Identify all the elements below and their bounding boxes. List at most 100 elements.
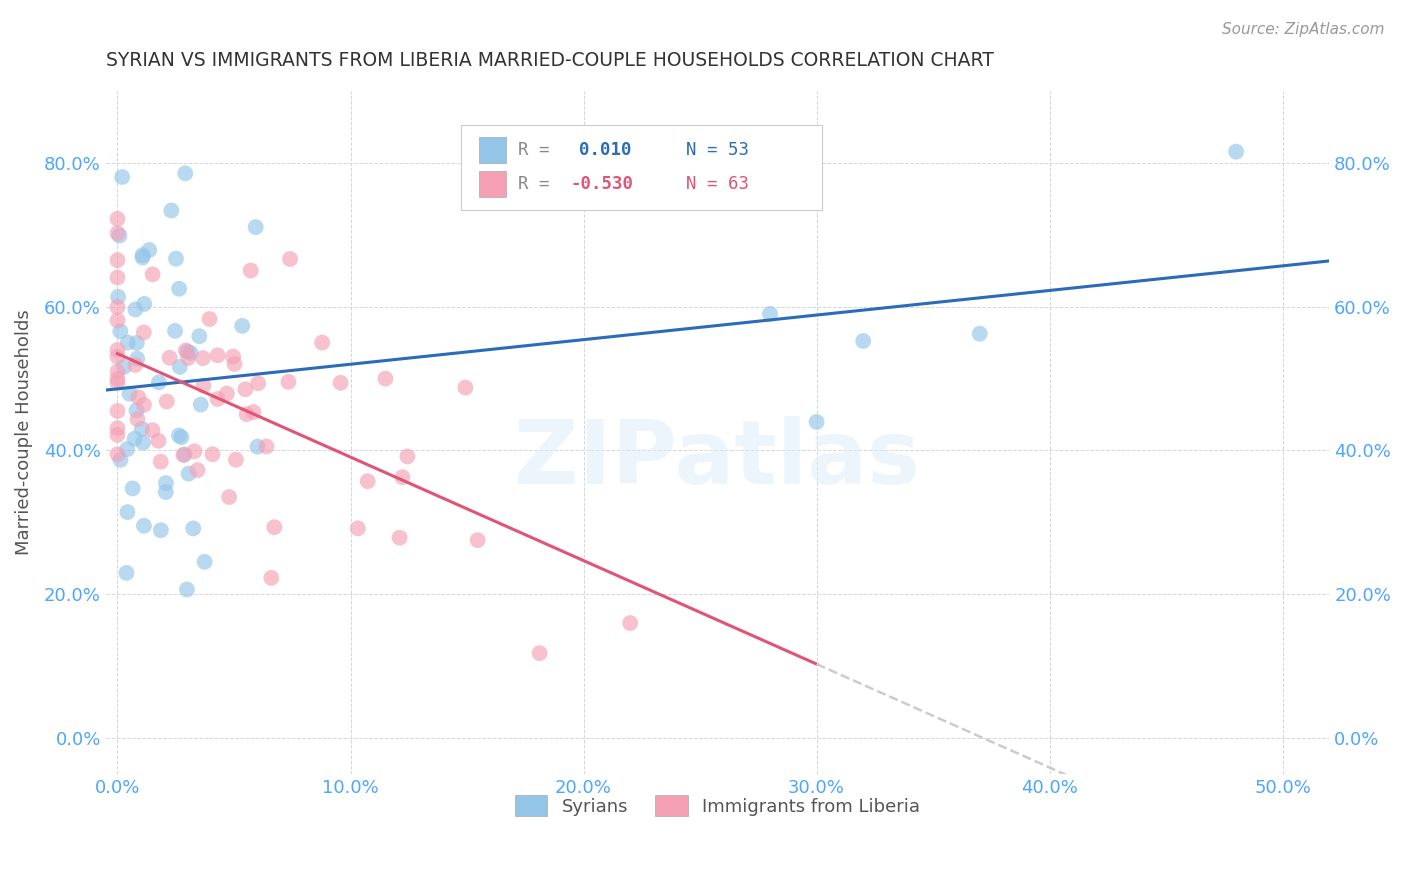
Point — [256, 440, 278, 454]
Point — [191, 351, 214, 365]
Point — [247, 376, 270, 391]
Point — [619, 615, 641, 630]
Point — [391, 470, 413, 484]
Point — [454, 381, 477, 395]
Point — [124, 302, 146, 317]
Point — [127, 412, 149, 426]
Point — [222, 350, 245, 364]
Text: R =: R = — [519, 141, 571, 159]
Point — [235, 407, 257, 421]
Point — [277, 375, 299, 389]
Point — [1225, 145, 1247, 159]
Point — [181, 521, 204, 535]
Point — [170, 430, 193, 444]
Text: Source: ZipAtlas.com: Source: ZipAtlas.com — [1222, 22, 1385, 37]
Point — [165, 252, 187, 266]
Point — [239, 263, 262, 277]
Point — [201, 447, 224, 461]
Point — [198, 312, 221, 326]
Point — [231, 318, 253, 333]
Point — [311, 335, 333, 350]
Point — [107, 290, 129, 304]
Point — [969, 326, 991, 341]
Text: R =: R = — [519, 176, 560, 194]
Point — [107, 300, 129, 314]
Point — [149, 523, 172, 537]
Point — [107, 253, 129, 268]
Point — [356, 474, 378, 488]
Point — [180, 346, 202, 360]
Point — [127, 390, 149, 404]
Point — [124, 358, 146, 372]
Point — [160, 203, 183, 218]
Point — [207, 392, 229, 406]
Point — [374, 371, 396, 385]
Point — [177, 467, 200, 481]
Point — [174, 166, 197, 180]
Point — [110, 453, 132, 467]
Point — [112, 359, 135, 374]
Point — [132, 518, 155, 533]
Point — [329, 376, 352, 390]
Point — [806, 415, 828, 429]
Text: N = 63: N = 63 — [665, 176, 749, 194]
Point — [167, 428, 190, 442]
Point — [193, 378, 215, 392]
Point — [278, 252, 301, 266]
Point — [174, 343, 197, 358]
Point — [132, 435, 155, 450]
Point — [467, 533, 489, 548]
Point — [142, 268, 165, 282]
FancyBboxPatch shape — [479, 171, 506, 197]
Point — [118, 386, 141, 401]
Point — [177, 351, 200, 365]
FancyBboxPatch shape — [479, 137, 506, 163]
Point — [131, 422, 153, 436]
Point — [121, 482, 143, 496]
Point — [169, 359, 191, 374]
Point — [235, 382, 257, 396]
Text: 0.010: 0.010 — [579, 141, 631, 159]
Point — [159, 351, 181, 365]
Text: N = 53: N = 53 — [665, 141, 749, 159]
Point — [115, 566, 138, 580]
Point — [107, 343, 129, 357]
Point — [207, 348, 229, 362]
Point — [117, 335, 139, 350]
Point — [190, 398, 212, 412]
Point — [125, 335, 148, 350]
Point — [127, 351, 149, 366]
Point — [155, 485, 177, 500]
Point — [167, 282, 190, 296]
Point — [165, 324, 187, 338]
Point — [111, 169, 134, 184]
Point — [115, 442, 138, 456]
Point — [186, 463, 208, 477]
Point — [173, 447, 195, 461]
Point — [188, 329, 211, 343]
Point — [224, 357, 246, 371]
Point — [242, 405, 264, 419]
Point — [132, 398, 155, 412]
Point — [176, 344, 198, 359]
Point — [759, 307, 782, 321]
FancyBboxPatch shape — [461, 125, 821, 211]
Point — [246, 440, 269, 454]
Text: ZIPatlas: ZIPatlas — [515, 417, 921, 503]
Point — [396, 450, 419, 464]
Point — [131, 248, 153, 262]
Point — [110, 324, 132, 338]
Point — [107, 376, 129, 390]
Y-axis label: Married-couple Households: Married-couple Households — [15, 310, 32, 556]
Point — [107, 270, 129, 285]
Point — [176, 582, 198, 597]
Point — [148, 434, 170, 448]
Point — [107, 421, 129, 435]
Point — [218, 490, 240, 504]
Point — [215, 386, 238, 401]
Point — [388, 531, 411, 545]
Point — [183, 444, 205, 458]
Point — [138, 243, 160, 257]
Point — [107, 372, 129, 386]
Point — [107, 447, 129, 461]
